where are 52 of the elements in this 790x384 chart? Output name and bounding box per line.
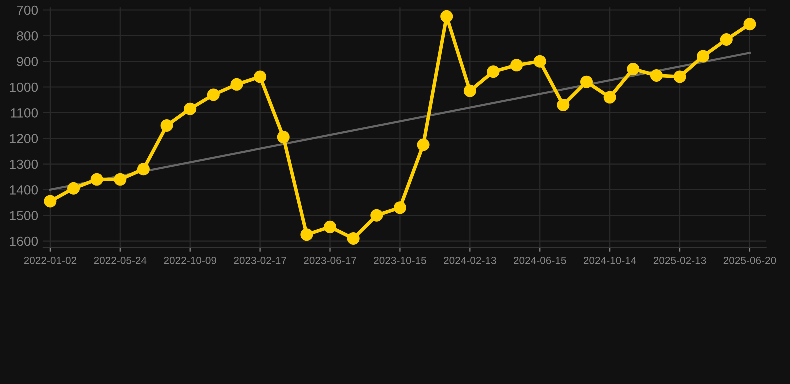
point (510, 59, 524, 72)
point (417, 138, 430, 152)
y-tick-label: 800 (17, 31, 38, 41)
y-tick-label: 1000 (10, 82, 38, 92)
point (90, 173, 104, 186)
point (324, 220, 337, 234)
x-tick-label: 2025-02-13 (654, 256, 706, 264)
point (160, 120, 174, 132)
point (440, 10, 454, 23)
point (650, 69, 663, 82)
point (254, 70, 267, 84)
point (394, 202, 406, 214)
point (627, 63, 640, 76)
x-tick-label: 2023-02-17 (234, 256, 286, 264)
point (300, 228, 314, 242)
point (720, 34, 733, 46)
point (744, 18, 756, 31)
x-tick-label: 2025-06-20 (724, 256, 776, 264)
x-tick-label: 2024-10-14 (584, 256, 636, 264)
x-tick-label: 2024-06-15 (514, 256, 566, 264)
point (557, 98, 570, 112)
x-tick-label: 2022-10-09 (164, 256, 217, 264)
point (207, 88, 220, 102)
y-tick-label: 1400 (10, 185, 38, 195)
point (697, 50, 710, 63)
point (487, 66, 500, 78)
x-tick-label: 2024-02-13 (444, 256, 496, 264)
y-tick-label: 700 (17, 6, 38, 16)
x-tick-label: 2023-06-17 (304, 256, 356, 264)
point (580, 76, 594, 88)
point (370, 209, 384, 222)
point (534, 55, 546, 68)
y-tick-label: 1200 (10, 134, 38, 144)
y-tick-label: 1600 (10, 236, 38, 246)
x-tick-label: 2023-10-15 (374, 256, 426, 264)
y-tick-label: 900 (17, 57, 38, 66)
point (114, 173, 127, 186)
y-tick-label: 1500 (10, 211, 38, 221)
x-tick-label: 2022-05-24 (94, 256, 147, 264)
point (347, 232, 360, 245)
point (604, 91, 616, 104)
point (674, 70, 686, 84)
point (230, 78, 244, 91)
y-tick-label: 1100 (11, 108, 38, 118)
x-tick-label: 2022-01-02 (24, 256, 77, 264)
point (137, 163, 150, 176)
point (464, 84, 476, 98)
point (44, 195, 57, 208)
point (68, 182, 80, 195)
point (184, 102, 197, 116)
point (277, 131, 290, 144)
y-tick-label: 1300 (10, 160, 38, 170)
